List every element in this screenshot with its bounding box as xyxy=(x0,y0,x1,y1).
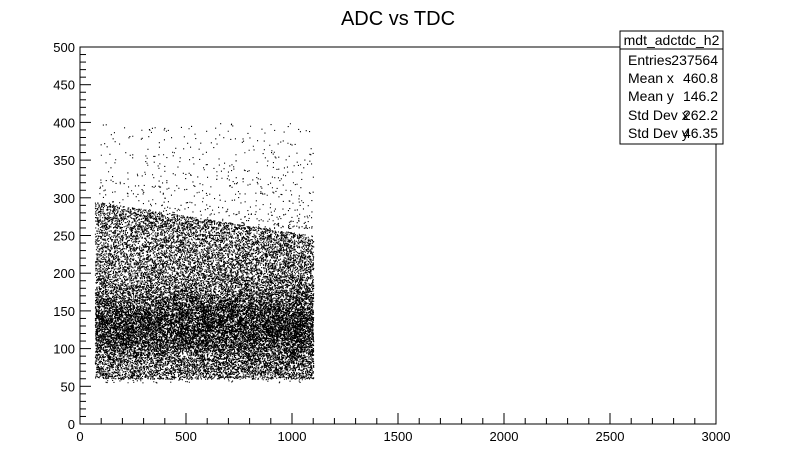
stats-value-stddev-y: 46.35 xyxy=(683,125,718,141)
chart-title: ADC vs TDC xyxy=(341,8,455,30)
y-tick-label: 50 xyxy=(61,379,75,394)
y-tick-label: 150 xyxy=(53,304,75,319)
stats-label-mean-y: Mean y xyxy=(628,88,674,104)
x-axis: 0 500 1000 1500 2000 2500 3000 xyxy=(76,413,730,444)
stats-value-stddev-x: 262.2 xyxy=(683,107,718,123)
y-tick-label: 100 xyxy=(53,342,75,357)
x-tick-label: 500 xyxy=(175,429,197,444)
stats-box-frame xyxy=(619,30,724,145)
stats-label-entries: Entries xyxy=(628,52,672,68)
scatter-points xyxy=(94,123,315,384)
x-tick-label: 2000 xyxy=(490,429,519,444)
y-tick-label: 250 xyxy=(53,229,75,244)
y-tick-label: 0 xyxy=(68,417,75,432)
y-tick-label: 400 xyxy=(53,115,75,130)
x-tick-label: 1500 xyxy=(384,429,413,444)
y-tick-label: 350 xyxy=(53,153,75,168)
stats-box: mdt_adctdc_h2 Entries 237564 Mean x 460.… xyxy=(619,30,724,145)
stats-value-entries: 237564 xyxy=(671,52,718,68)
stats-box-name: mdt_adctdc_h2 xyxy=(624,32,720,48)
stats-value-mean-x: 460.8 xyxy=(683,70,718,86)
x-tick-label: 3000 xyxy=(702,429,731,444)
x-tick-label: 1000 xyxy=(278,429,307,444)
scatter-point-cloud xyxy=(94,123,315,384)
stats-value-mean-y: 146.2 xyxy=(683,88,718,104)
y-tick-label: 300 xyxy=(53,191,75,206)
x-tick-label: 2500 xyxy=(596,429,625,444)
stats-label-stddev-x: Std Dev x xyxy=(628,107,689,123)
y-axis: 0 50 100 150 200 250 300 350 400 450 500 xyxy=(53,40,91,432)
y-tick-label: 450 xyxy=(53,78,75,93)
y-tick-label: 200 xyxy=(53,266,75,281)
x-tick-label: 0 xyxy=(76,429,83,444)
stats-label-mean-x: Mean x xyxy=(628,70,674,86)
stats-label-stddev-y: Std Dev y xyxy=(628,125,689,141)
y-tick-label: 500 xyxy=(53,40,75,55)
